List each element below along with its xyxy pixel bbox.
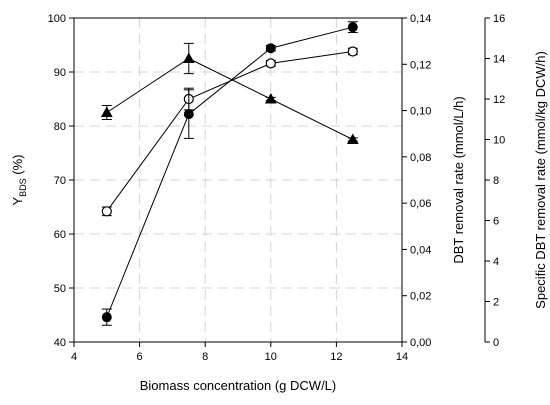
data-point-filled-circle xyxy=(183,109,194,120)
data-point-triangle xyxy=(100,106,113,117)
plot-series xyxy=(100,21,359,326)
far-right-y-tick-label: 16 xyxy=(493,13,505,25)
series-line xyxy=(106,50,353,212)
axes xyxy=(69,17,490,347)
far-right-y-tick-label: 10 xyxy=(493,135,505,147)
right-y-tick-label: 0,02 xyxy=(410,291,431,303)
left-axis-title-sub: BDS xyxy=(18,178,28,197)
series-filled-triangle xyxy=(100,42,359,144)
series-line xyxy=(106,26,353,318)
far-right-y-tick-label: 12 xyxy=(493,94,505,106)
right-y-tick-label: 0,08 xyxy=(410,152,431,164)
right-axis-title: DBT removal rate (mmol/L/h) xyxy=(451,96,466,263)
x-tick-label: 8 xyxy=(202,351,208,363)
x-tick-label: 10 xyxy=(265,351,277,363)
x-axis-title: Biomass concentration (g DCW/L) xyxy=(140,378,337,393)
left-y-tick-label: 100 xyxy=(48,13,66,25)
data-point-open-circle xyxy=(265,58,276,69)
x-tick-label: 6 xyxy=(137,351,143,363)
series-filled-circle xyxy=(101,21,358,326)
far-right-y-tick-label: 8 xyxy=(493,175,499,187)
data-point-filled-circle xyxy=(347,22,358,33)
left-y-tick-label: 80 xyxy=(54,121,66,133)
right-y-tick-label: 0,12 xyxy=(410,59,431,71)
right-y-tick-label: 0,04 xyxy=(410,244,431,256)
x-tick-label: 14 xyxy=(396,351,408,363)
grid xyxy=(74,18,402,342)
far-right-y-tick-label: 2 xyxy=(493,297,499,309)
far-right-axis-title: Specific DBT removal rate (mmol/kg DCW/h… xyxy=(533,51,548,309)
far-right-y-tick-label: 0 xyxy=(493,337,499,349)
far-right-y-tick-label: 4 xyxy=(493,256,499,268)
data-point-triangle xyxy=(182,52,195,63)
right-y-tick-label: 0,00 xyxy=(410,337,431,349)
data-point-filled-circle xyxy=(265,43,276,54)
data-point-filled-circle xyxy=(101,312,112,323)
left-axis-title-unit: (%) xyxy=(10,154,25,178)
left-y-tick-label: 40 xyxy=(54,337,66,349)
left-y-tick-label: 90 xyxy=(54,67,66,79)
data-point-triangle xyxy=(264,92,277,104)
tick-labels: 4 6 8 10 12 144050607080901000,000,020,040,06… xyxy=(48,13,506,363)
x-tick-label: 12 xyxy=(330,351,342,363)
far-right-y-tick-label: 14 xyxy=(493,54,505,66)
far-right-y-tick-label: 6 xyxy=(493,216,499,228)
data-point-triangle xyxy=(346,133,359,144)
left-axis-title-main: Y xyxy=(10,197,25,206)
right-y-tick-label: 0,06 xyxy=(410,198,431,210)
left-y-tick-label: 60 xyxy=(54,229,66,241)
left-y-tick-label: 70 xyxy=(54,175,66,187)
right-y-tick-label: 0,14 xyxy=(410,13,431,25)
data-point-open-circle xyxy=(347,46,358,57)
series-line xyxy=(106,57,354,140)
data-point-open-circle xyxy=(101,206,112,217)
right-y-tick-label: 0,10 xyxy=(410,106,431,118)
left-y-tick-label: 50 xyxy=(54,283,66,295)
x-tick-label: 4 xyxy=(71,351,77,363)
left-axis-title: YBDS (%) xyxy=(10,154,28,205)
